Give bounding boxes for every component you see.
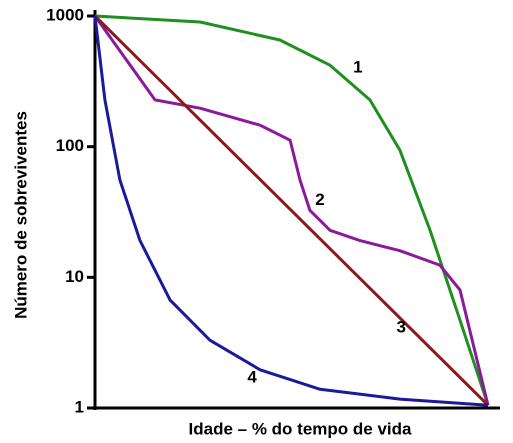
- y-tick-label: 1: [75, 397, 84, 416]
- series-label: 2: [315, 190, 324, 209]
- y-tick-label: 10: [65, 267, 84, 286]
- line-series: [93, 15, 489, 407]
- series-label: 4: [247, 367, 257, 386]
- y-tick-label: 1000: [46, 5, 84, 24]
- y-tick-label: 100: [56, 136, 84, 155]
- series-label: 3: [397, 317, 406, 336]
- y-axis-label: Número de sobreviventes: [11, 111, 30, 319]
- series-label: 1: [353, 57, 362, 76]
- line-series: [94, 14, 490, 406]
- x-axis-label: Idade – % do tempo de vida: [189, 419, 412, 438]
- line-series: [93, 14, 490, 407]
- line-series: [93, 15, 490, 406]
